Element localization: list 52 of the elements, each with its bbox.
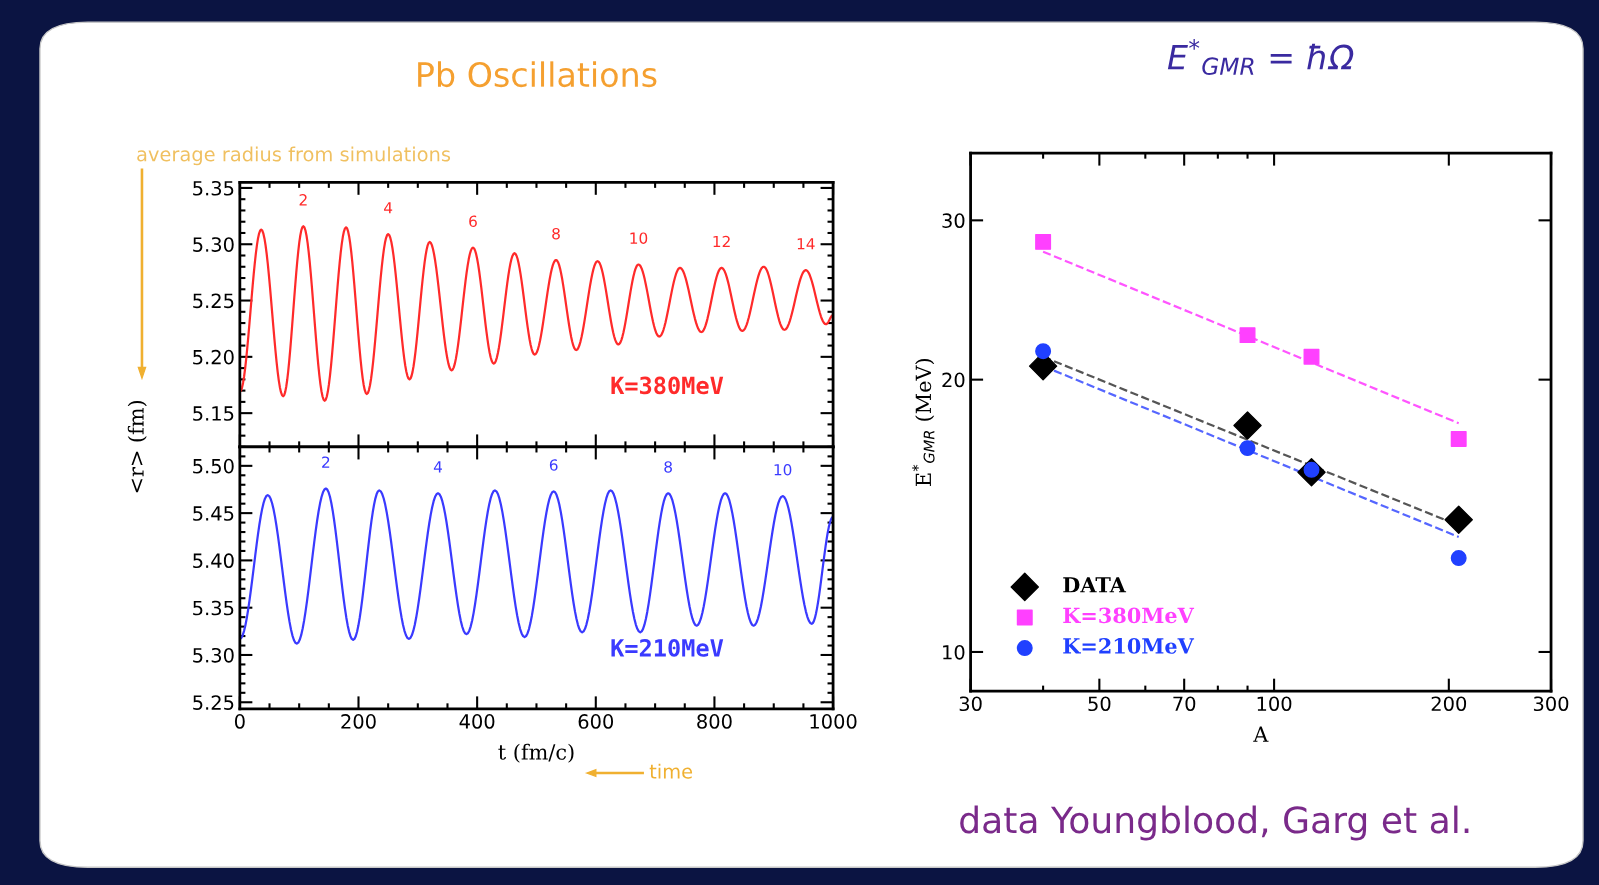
chart-title: E$^{*}$$_{GMR}$ = ħΩ [1167, 39, 1354, 75]
x-tick-label: 70 [1173, 696, 1196, 712]
legend-label: DATA [1063, 577, 1127, 593]
y-tick-label: 5.25 [193, 695, 234, 710]
annotation: 6 [549, 459, 558, 471]
x-tick-label: 1000 [810, 714, 857, 729]
y-tick-label: 5.50 [193, 458, 234, 474]
x-tick-label: 50 [1088, 696, 1111, 712]
y-tick-label: 5.45 [193, 506, 234, 521]
annotation: 10 [630, 232, 648, 244]
x-tick-label: 600 [578, 714, 614, 729]
y-tick-label: 5.40 [193, 553, 234, 569]
annotation: 2 [299, 194, 307, 206]
y-tick-label: 5.35 [193, 600, 234, 616]
text: data Youngblood, Garg et al. [960, 805, 1469, 841]
text: average radius from simulations [137, 146, 451, 166]
annotation: 4 [384, 202, 393, 214]
chart-title: Pb Oscillations [418, 61, 657, 88]
annotation: 4 [433, 461, 442, 473]
annotation: 2 [322, 456, 330, 468]
x-tick-label: 300 [1533, 696, 1569, 712]
x-tick-label: 200 [1431, 696, 1467, 712]
legend-label: K=380MeV [1063, 607, 1195, 624]
y-tick-label: 5.20 [193, 349, 234, 365]
y-tick-label: 30 [942, 213, 965, 229]
y-tick-label: 5.30 [193, 647, 234, 663]
text: time [649, 763, 693, 779]
annotation: 8 [664, 461, 672, 473]
x-tick-label: 800 [697, 714, 732, 729]
x-tick-label: 0 [234, 714, 245, 729]
y-axis-title: E$^{*}$$_{GMR}$ (MeV) [912, 359, 935, 486]
series-label: K=380MeV [611, 376, 724, 395]
annotation: 8 [552, 227, 560, 240]
y-tick-label: 5.25 [193, 293, 234, 309]
y-tick-label: 5.30 [193, 237, 234, 252]
y-tick-label: 5.15 [193, 406, 234, 421]
annotation: 14 [797, 238, 815, 250]
x-tick-label: 200 [341, 714, 376, 729]
annotation: 6 [469, 215, 477, 228]
y-tick-label: 5.35 [193, 180, 234, 196]
x-tick-label: 30 [959, 696, 982, 712]
annotation: 10 [774, 463, 792, 476]
y-axis-title: <r> (fm) [127, 400, 147, 493]
y-tick-label: 20 [942, 372, 965, 388]
x-tick-label: 100 [1257, 696, 1292, 712]
x-axis-title: A [1253, 726, 1269, 742]
y-tick-label: 10 [943, 644, 965, 660]
legend-label: K=210MeV [1063, 638, 1195, 654]
x-tick-label: 400 [459, 714, 495, 729]
annotation: 12 [713, 235, 730, 248]
series-label: K=210MeV [611, 638, 724, 657]
x-axis-title: t (fm/c) [498, 743, 574, 763]
